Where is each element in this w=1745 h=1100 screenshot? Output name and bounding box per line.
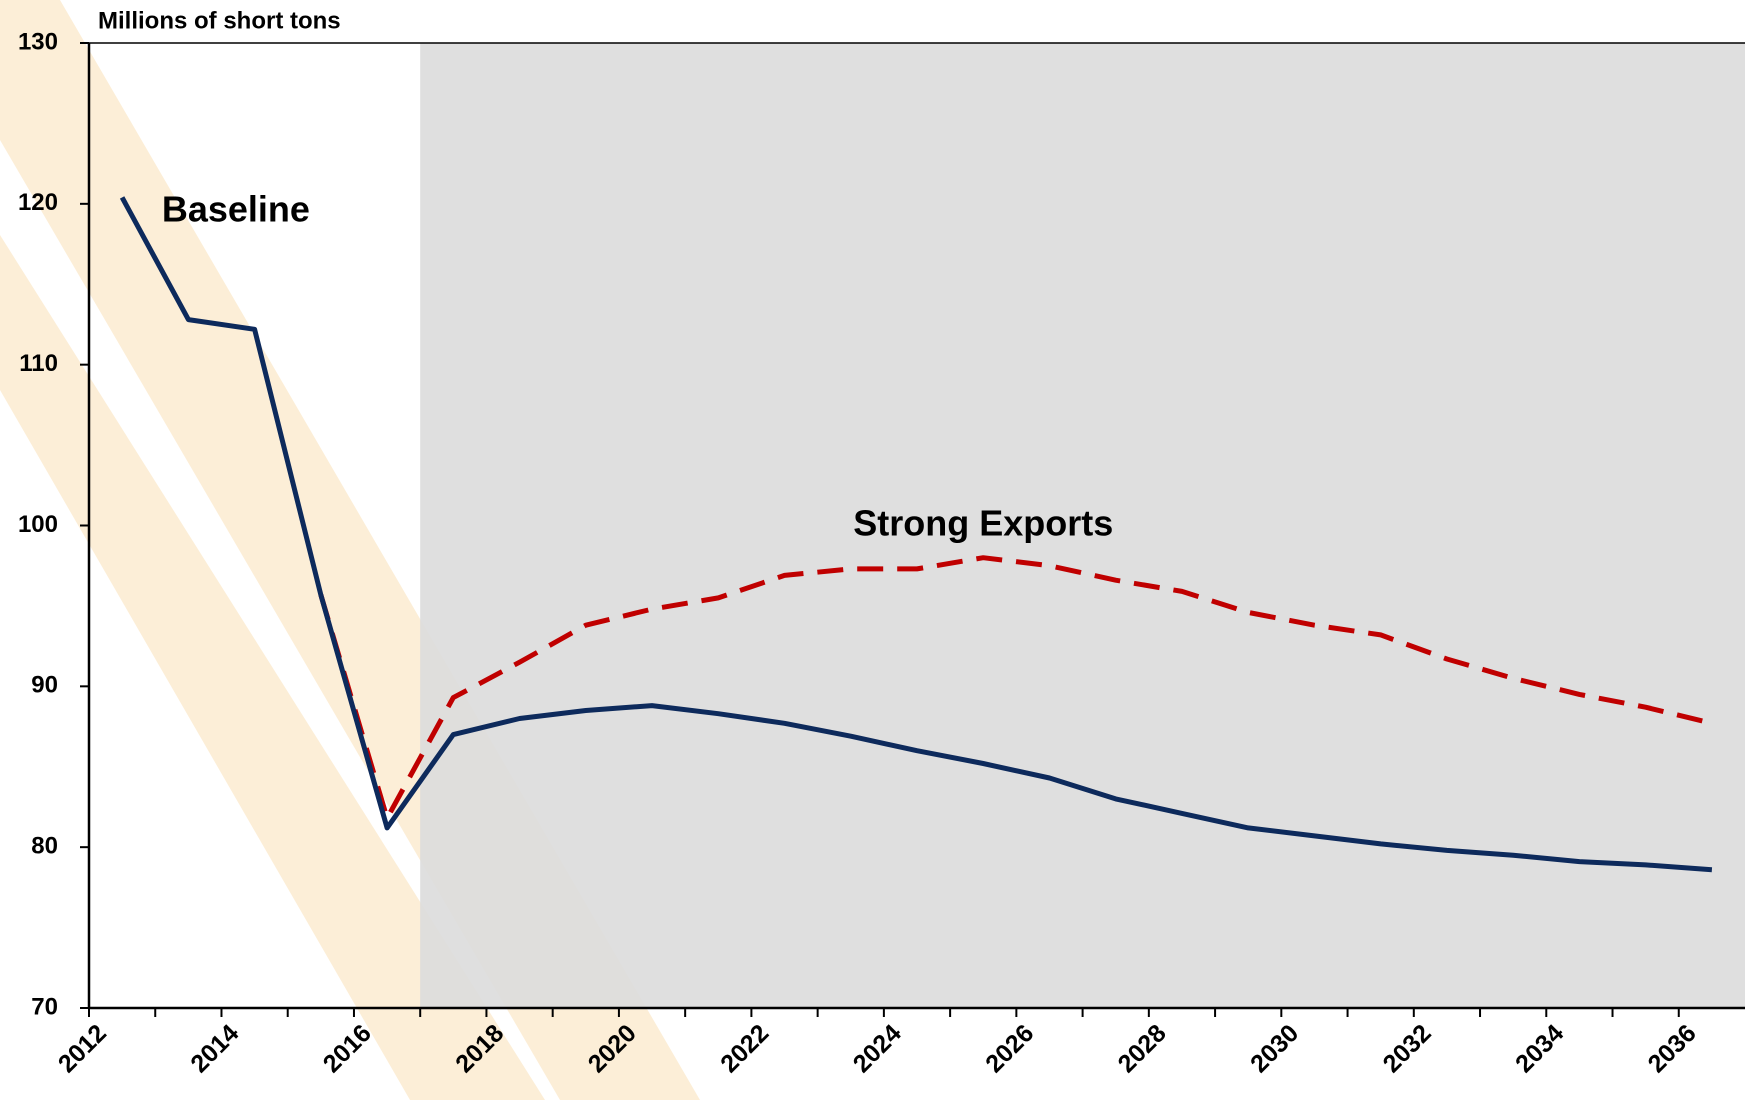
y-tick-label: 90 bbox=[31, 672, 58, 699]
x-tick-label: 2030 bbox=[1245, 1019, 1304, 1078]
x-tick-label: 2036 bbox=[1643, 1019, 1702, 1078]
x-tick-label: 2014 bbox=[185, 1019, 244, 1078]
projection-shading bbox=[420, 43, 1745, 1008]
y-tick-label: 70 bbox=[31, 993, 58, 1020]
y-tick-label: 130 bbox=[18, 28, 58, 55]
x-tick-label: 2028 bbox=[1113, 1019, 1172, 1078]
series-line bbox=[119, 196, 1713, 873]
y-axis-label: Millions of short tons bbox=[98, 7, 341, 34]
y-tick-label: 100 bbox=[18, 511, 58, 538]
series-line bbox=[318, 555, 1713, 821]
y-tick-label: 110 bbox=[19, 350, 58, 377]
y-tick-label: 120 bbox=[18, 189, 58, 216]
annotation: Strong Exports bbox=[853, 503, 1113, 544]
x-tick-label: 2026 bbox=[980, 1019, 1039, 1078]
y-tick-label: 80 bbox=[31, 833, 58, 860]
x-tick-label: 2024 bbox=[848, 1019, 907, 1078]
annotation: Baseline bbox=[162, 189, 310, 230]
x-tick-label: 2022 bbox=[715, 1019, 774, 1078]
x-tick-label: 2032 bbox=[1378, 1019, 1437, 1078]
x-tick-label: 2034 bbox=[1510, 1019, 1569, 1078]
x-tick-label: 2012 bbox=[53, 1019, 112, 1078]
x-tick-label: 2016 bbox=[318, 1019, 377, 1078]
